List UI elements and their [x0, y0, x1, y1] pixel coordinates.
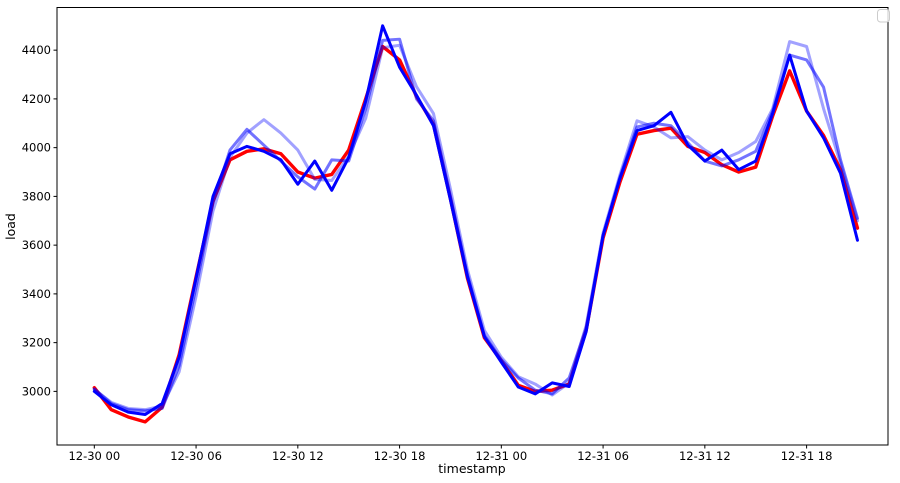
- y-tick-label: 3600: [22, 238, 51, 252]
- x-tick-label: 12-31 00: [475, 449, 527, 463]
- y-tick-label: 3000: [22, 384, 51, 398]
- x-axis: 12-30 00 12-30 06 12-30 12 12-30 18 12-31 00…: [68, 445, 832, 463]
- series-group: [92, 24, 860, 424]
- x-tick-label: 12-31 06: [577, 449, 629, 463]
- y-axis-label: load: [3, 213, 18, 240]
- series-prediction-2-line: [92, 37, 859, 413]
- y-tick-label: 4000: [22, 141, 51, 155]
- y-axis: 3000 3200 3400 3600 3800 4000 4200 4400: [22, 43, 57, 398]
- y-tick-label: 4200: [22, 92, 51, 106]
- y-tick-label: 3800: [22, 189, 51, 203]
- x-tick-label: 12-31 12: [679, 449, 731, 463]
- legend-box: [877, 9, 890, 23]
- x-tick-label: 12-30 00: [68, 449, 120, 463]
- y-tick-label: 3400: [22, 287, 51, 301]
- plot-area: [56, 7, 889, 446]
- series-prediction-3-line: [92, 40, 859, 412]
- x-tick-label: 12-30 18: [374, 449, 426, 463]
- x-tick-label: 12-30 12: [272, 449, 324, 463]
- x-axis-label: timestamp: [438, 461, 505, 476]
- x-tick-label: 12-31 18: [781, 449, 833, 463]
- y-tick-label: 3200: [22, 336, 51, 350]
- x-tick-label: 12-30 06: [170, 449, 222, 463]
- y-tick-label: 4400: [22, 43, 51, 57]
